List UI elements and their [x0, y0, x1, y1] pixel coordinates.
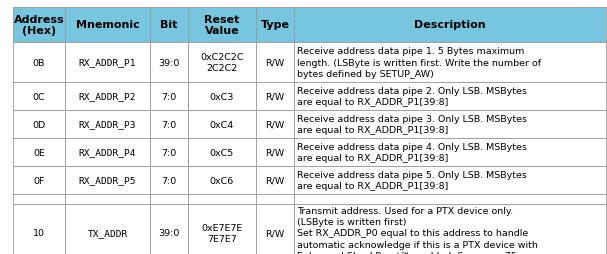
Bar [150, 110, 188, 138]
Bar [150, 138, 188, 166]
Bar [13, 83, 65, 110]
Bar [256, 83, 294, 110]
Text: 0xC3: 0xC3 [210, 92, 234, 101]
Text: Address
(Hex): Address (Hex) [14, 15, 64, 36]
Bar [65, 110, 150, 138]
Bar [65, 138, 150, 166]
Bar [294, 43, 606, 83]
Bar [256, 43, 294, 83]
Text: R/W: R/W [265, 176, 285, 185]
Bar [294, 194, 606, 204]
Bar [188, 43, 256, 83]
Bar [150, 204, 188, 254]
Text: 0xC6: 0xC6 [210, 176, 234, 185]
Text: 7:0: 7:0 [161, 176, 177, 185]
Text: Receive address data pipe 1. 5 Bytes maximum
length. (LSByte is written first. W: Receive address data pipe 1. 5 Bytes max… [297, 47, 541, 78]
Text: 0xC4: 0xC4 [210, 120, 234, 129]
Bar [65, 43, 150, 83]
Bar [294, 110, 606, 138]
Bar [150, 83, 188, 110]
Text: RX_ADDR_P1: RX_ADDR_P1 [79, 58, 136, 67]
Text: 0F: 0F [33, 176, 45, 185]
Text: 39:0: 39:0 [158, 58, 180, 67]
Text: Description: Description [414, 20, 486, 30]
Bar [13, 194, 65, 204]
Bar [150, 8, 188, 43]
Text: RX_ADDR_P4: RX_ADDR_P4 [79, 148, 136, 157]
Text: Type: Type [260, 20, 290, 30]
Text: R/W: R/W [265, 148, 285, 157]
Text: R/W: R/W [265, 229, 285, 237]
Bar [65, 8, 150, 43]
Bar [150, 194, 188, 204]
Bar [188, 8, 256, 43]
Text: R/W: R/W [265, 58, 285, 67]
Bar [188, 194, 256, 204]
Bar [150, 43, 188, 83]
Text: 10: 10 [33, 229, 45, 237]
Bar [294, 8, 606, 43]
Text: 0D: 0D [32, 120, 46, 129]
Text: Receive address data pipe 5. Only LSB. MSBytes
are equal to RX_ADDR_P1[39:8]: Receive address data pipe 5. Only LSB. M… [297, 170, 527, 190]
Text: Receive address data pipe 4. Only LSB. MSBytes
are equal to RX_ADDR_P1[39:8]: Receive address data pipe 4. Only LSB. M… [297, 142, 527, 162]
Text: Receive address data pipe 3. Only LSB. MSBytes
are equal to RX_ADDR_P1[39:8]: Receive address data pipe 3. Only LSB. M… [297, 115, 527, 135]
Bar [188, 204, 256, 254]
Bar [256, 166, 294, 194]
Bar [65, 194, 150, 204]
Bar [13, 110, 65, 138]
Bar [188, 110, 256, 138]
Bar [294, 166, 606, 194]
Bar [294, 204, 606, 254]
Text: RX_ADDR_P3: RX_ADDR_P3 [79, 120, 136, 129]
Text: R/W: R/W [265, 120, 285, 129]
Text: 7:0: 7:0 [161, 92, 177, 101]
Bar [13, 204, 65, 254]
Text: 7:0: 7:0 [161, 120, 177, 129]
Bar [13, 166, 65, 194]
Bar [188, 138, 256, 166]
Bar [65, 204, 150, 254]
Text: TX_ADDR: TX_ADDR [87, 229, 127, 237]
Text: 0xC5: 0xC5 [210, 148, 234, 157]
Bar [256, 194, 294, 204]
Text: 0xC2C2C
2C2C2: 0xC2C2C 2C2C2 [200, 53, 244, 72]
Text: Bit: Bit [160, 20, 178, 30]
Bar [13, 138, 65, 166]
Text: RX_ADDR_P2: RX_ADDR_P2 [79, 92, 136, 101]
Text: Reset
Value: Reset Value [205, 15, 240, 36]
Bar [294, 83, 606, 110]
Bar [65, 83, 150, 110]
Text: Transmit address. Used for a PTX device only.
(LSByte is written first)
Set RX_A: Transmit address. Used for a PTX device … [297, 207, 538, 254]
Bar [188, 166, 256, 194]
Bar [256, 8, 294, 43]
Text: 39:0: 39:0 [158, 229, 180, 237]
Text: Mnemonic: Mnemonic [76, 20, 140, 30]
Text: 7:0: 7:0 [161, 148, 177, 157]
Bar [188, 83, 256, 110]
Bar [256, 204, 294, 254]
Text: Receive address data pipe 2. Only LSB. MSBytes
are equal to RX_ADDR_P1[39:8]: Receive address data pipe 2. Only LSB. M… [297, 87, 527, 107]
Bar [13, 8, 65, 43]
Text: 0E: 0E [33, 148, 45, 157]
Bar [150, 166, 188, 194]
Text: 0C: 0C [33, 92, 46, 101]
Text: 0B: 0B [33, 58, 45, 67]
Text: RX_ADDR_P5: RX_ADDR_P5 [79, 176, 136, 185]
Bar [256, 110, 294, 138]
Bar [65, 166, 150, 194]
Bar [256, 138, 294, 166]
Bar [294, 138, 606, 166]
Bar [13, 43, 65, 83]
Text: 0xE7E7E
7E7E7: 0xE7E7E 7E7E7 [202, 224, 243, 243]
Text: R/W: R/W [265, 92, 285, 101]
